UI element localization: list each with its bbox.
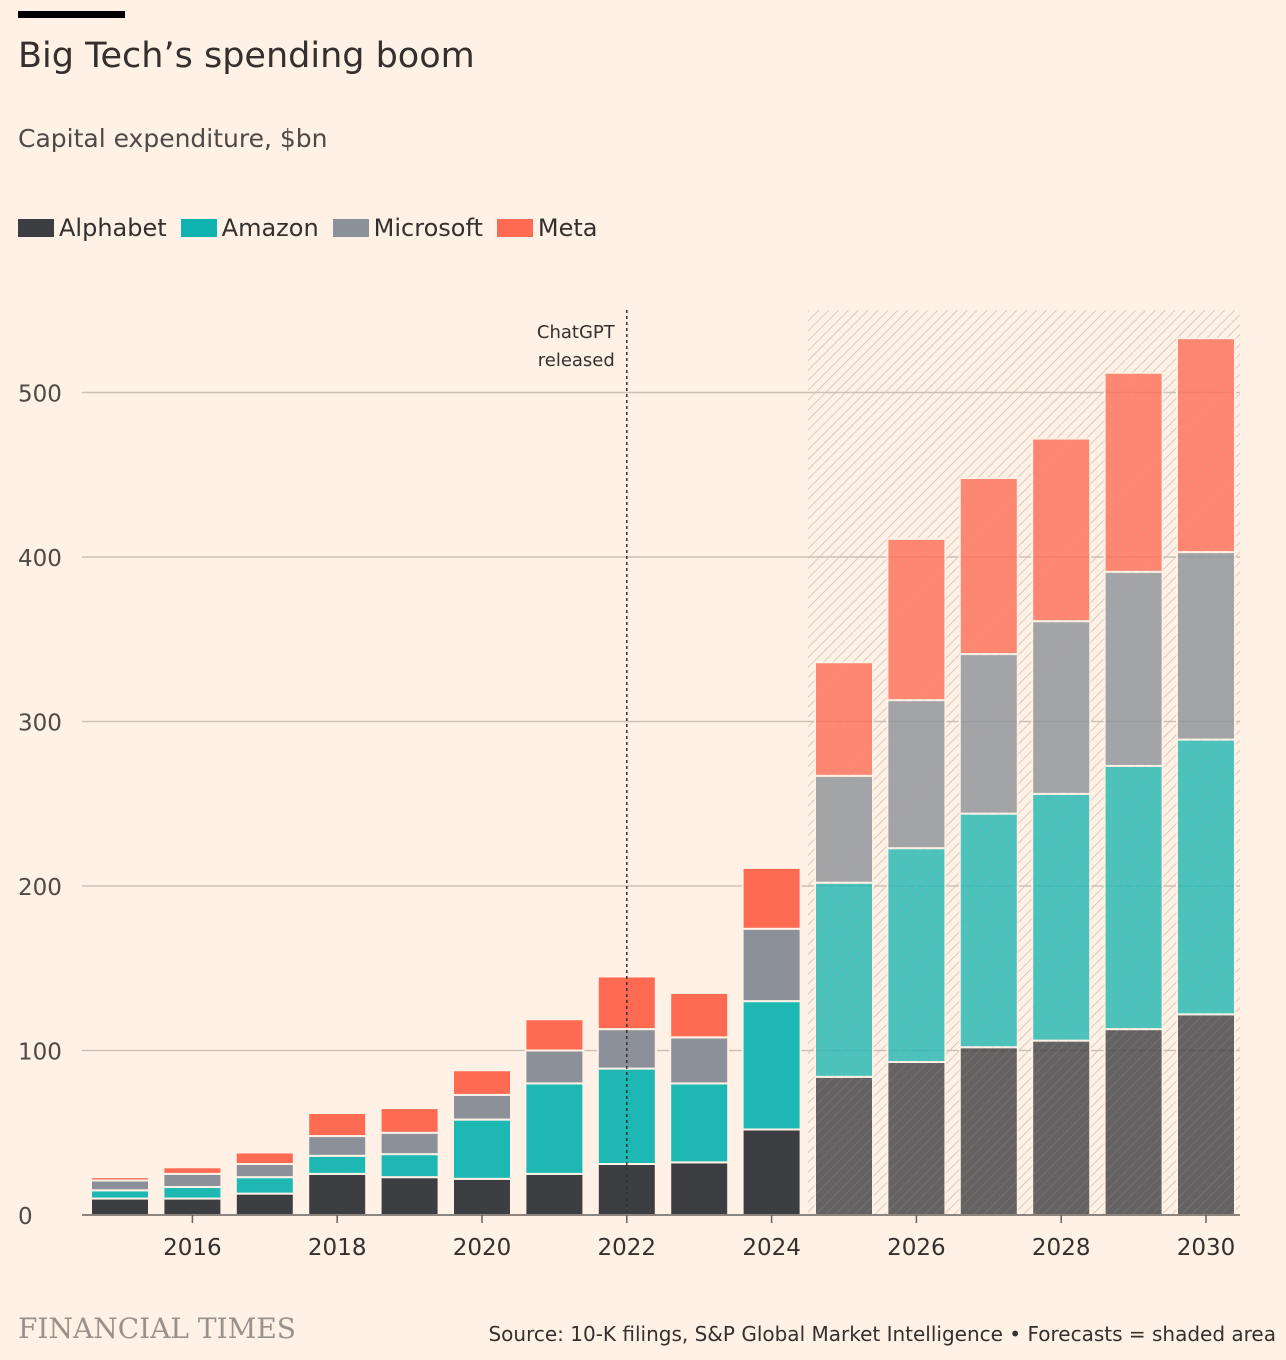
bar-alphabet-2022 [596, 1163, 657, 1217]
bar-microsoft-2023 [669, 1036, 730, 1085]
chart-title: Big Tech’s spending boom [18, 36, 475, 76]
x-axis: 2016 2018 2020 2022 2024 2026 2028 2030 [82, 1214, 1240, 1261]
y-tick-label: 300 [18, 711, 62, 737]
bar-meta-2018 [307, 1112, 368, 1138]
bar-meta-2024 [741, 866, 802, 930]
bar-alphabet-2018 [307, 1172, 368, 1216]
bar-meta-2019 [379, 1107, 440, 1134]
bar-amazon-2015 [90, 1189, 150, 1200]
bar-amazon-2020 [452, 1118, 512, 1180]
y-tick-label: 100 [18, 1040, 62, 1066]
legend-swatch-alphabet [18, 219, 54, 237]
bar-microsoft-2015 [90, 1179, 150, 1192]
legend-item-alphabet: Alphabet [18, 214, 167, 242]
forecast-hatch-rect [808, 310, 1240, 1215]
ft-logo: FINANCIAL TIMES [18, 1312, 296, 1345]
bar-meta-2016 [162, 1166, 223, 1175]
bar-alphabet-2023 [669, 1161, 730, 1216]
bar-alphabet-2019 [379, 1176, 440, 1217]
legend-label-alphabet: Alphabet [59, 214, 167, 242]
forecast-hatch-overlay [808, 310, 1240, 1215]
bar-amazon-2023 [669, 1082, 730, 1164]
x-tick-label: 2028 [1032, 1235, 1091, 1261]
x-tick-label: 2018 [308, 1235, 367, 1261]
bar-amazon-2024 [741, 1000, 802, 1131]
legend-label-microsoft: Microsoft [373, 214, 483, 242]
y-tick-label: 0 [18, 1204, 33, 1230]
legend-swatch-amazon [180, 219, 217, 237]
y-tick-label: 500 [18, 382, 62, 408]
bar-meta-2017 [234, 1151, 295, 1166]
source-note: Source: 10-K filings, S&P Global Market … [488, 1322, 1276, 1346]
chatgpt-annotation: ChatGPT released [537, 310, 628, 1215]
chart-subtitle: Capital expenditure, $bn [18, 124, 328, 153]
bar-meta-2021 [524, 1018, 585, 1052]
bar-microsoft-2019 [379, 1131, 440, 1156]
x-tick-label: 2016 [163, 1235, 222, 1261]
bar-meta-2015 [90, 1176, 150, 1182]
legend-label-meta: Meta [537, 214, 598, 242]
legend-item-amazon: Amazon [180, 214, 319, 242]
y-tick-label: 200 [18, 875, 62, 901]
bar-alphabet-2024 [741, 1128, 802, 1216]
bar-amazon-2018 [307, 1154, 368, 1175]
legend-swatch-meta [496, 219, 533, 237]
legend-swatch-microsoft [332, 219, 369, 237]
bar-microsoft-2024 [741, 927, 802, 1003]
chatgpt-annotation-label: released [538, 350, 615, 371]
bar-amazon-2016 [162, 1186, 223, 1200]
bar-meta-2023 [669, 991, 730, 1039]
y-tick-label: 400 [18, 546, 62, 572]
bar-amazon-2017 [234, 1176, 295, 1195]
x-tick-label: 2024 [742, 1235, 801, 1261]
bar-microsoft-2016 [162, 1172, 223, 1189]
bar-alphabet-2021 [524, 1172, 585, 1216]
bar-microsoft-2021 [524, 1049, 585, 1085]
bar-alphabet-2015 [90, 1197, 150, 1217]
ft-top-rule [18, 11, 125, 18]
x-tick-label: 2020 [453, 1235, 512, 1261]
legend: Alphabet Amazon Microsoft Meta [18, 214, 611, 242]
legend-item-microsoft: Microsoft [332, 214, 483, 242]
bar-amazon-2019 [379, 1153, 440, 1179]
legend-item-meta: Meta [496, 214, 598, 242]
bar-microsoft-2020 [452, 1093, 512, 1121]
bar-alphabet-2020 [452, 1177, 512, 1217]
chatgpt-annotation-label: ChatGPT [537, 322, 616, 343]
bar-microsoft-2017 [234, 1163, 295, 1179]
x-tick-label: 2022 [598, 1235, 657, 1261]
x-tick-label: 2030 [1177, 1235, 1236, 1261]
bar-alphabet-2017 [234, 1192, 295, 1216]
bar-alphabet-2016 [162, 1197, 223, 1217]
bar-meta-2020 [452, 1069, 512, 1096]
legend-label-amazon: Amazon [221, 214, 319, 242]
bar-amazon-2021 [524, 1082, 585, 1175]
x-tick-label: 2026 [887, 1235, 946, 1261]
bar-microsoft-2018 [307, 1135, 368, 1157]
